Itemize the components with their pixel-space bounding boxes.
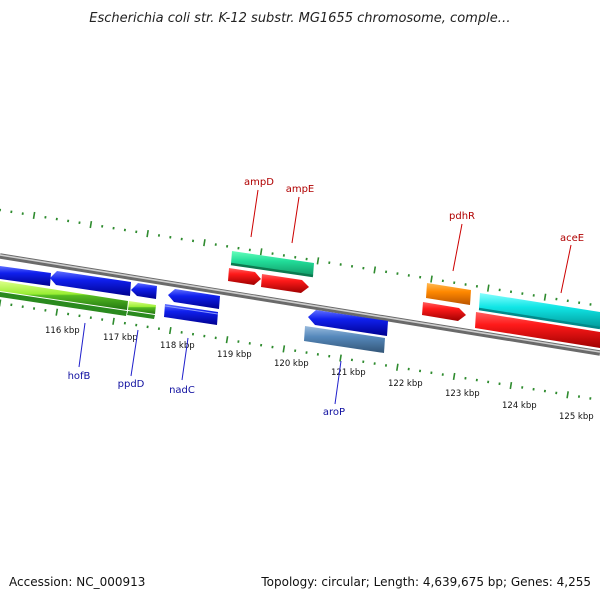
- gene-feature[interactable]: [127, 311, 155, 319]
- major-tick: [32, 211, 36, 220]
- major-tick: [89, 220, 93, 229]
- tick-label: 117 kbp: [103, 333, 138, 343]
- gene-feature[interactable]: [426, 283, 471, 305]
- gene-label-pdhR[interactable]: pdhR: [449, 211, 475, 222]
- tick-label: 125 kbp: [559, 412, 594, 422]
- cds-feature[interactable]: [475, 312, 600, 348]
- outer-tick-row: [0, 208, 592, 306]
- tick-label: 121 kbp: [331, 368, 366, 378]
- major-tick: [282, 345, 286, 353]
- gene-feature[interactable]: [479, 293, 600, 328]
- major-tick: [395, 363, 399, 371]
- gene-feature[interactable]: [231, 251, 314, 276]
- cds-feature[interactable]: [164, 304, 218, 325]
- bottom-gene-labels: hofB ppdD nadC aroP: [68, 322, 345, 418]
- tick-label: 122 kbp: [388, 379, 423, 389]
- gene-label-ampE[interactable]: ampE: [286, 184, 315, 195]
- inner-tick-row: [0, 299, 592, 400]
- major-tick: [373, 266, 377, 274]
- gene-feature[interactable]: [0, 292, 127, 316]
- major-tick: [543, 293, 547, 301]
- major-tick: [486, 284, 490, 292]
- axis-tick-labels: 116 kbp 117 kbp 118 kbp 119 kbp 120 kbp …: [45, 326, 594, 422]
- cds-feature[interactable]: [131, 283, 157, 299]
- tick-label: 124 kbp: [502, 401, 537, 411]
- gene-feature[interactable]: [128, 301, 156, 314]
- gene-label-nadC[interactable]: nadC: [169, 385, 195, 396]
- tick-label: 118 kbp: [160, 341, 195, 351]
- major-tick: [0, 299, 2, 307]
- cds-feature[interactable]: [0, 266, 51, 286]
- tick-label: 123 kbp: [445, 389, 480, 399]
- cds-feature[interactable]: [168, 289, 220, 309]
- major-tick: [566, 391, 569, 399]
- reverse-strand-features: [0, 266, 388, 353]
- major-tick: [259, 248, 263, 256]
- gene-feature[interactable]: [304, 326, 385, 353]
- cds-feature[interactable]: [308, 310, 388, 336]
- tick-label: 119 kbp: [217, 350, 252, 360]
- gene-label-ampD[interactable]: ampD: [244, 177, 274, 188]
- major-tick: [430, 275, 433, 283]
- major-tick: [509, 382, 513, 390]
- chromosome-backbone: [0, 253, 600, 356]
- major-tick: [112, 317, 115, 325]
- cds-feature[interactable]: [228, 268, 261, 285]
- cds-feature[interactable]: [261, 274, 309, 293]
- major-tick: [55, 308, 59, 316]
- major-tick: [146, 230, 149, 238]
- major-tick: [339, 354, 342, 362]
- cds-feature[interactable]: [422, 302, 466, 321]
- gene-label-aroP[interactable]: aroP: [323, 407, 345, 418]
- forward-strand-features: [228, 251, 600, 348]
- major-tick: [452, 372, 456, 380]
- gene-label-ppdD[interactable]: ppdD: [118, 379, 145, 390]
- gene-label-aceE[interactable]: aceE: [560, 233, 584, 244]
- summary-text: Topology: circular; Length: 4,639,675 bp…: [260, 575, 591, 589]
- accession-text: Accession: NC_000913: [9, 575, 145, 589]
- cds-feature[interactable]: [50, 271, 131, 296]
- map-title: Escherichia coli str. K-12 substr. MG165…: [89, 11, 510, 26]
- tick-label: 120 kbp: [274, 359, 309, 369]
- top-gene-labels: ampD ampE pdhR aceE: [244, 177, 584, 294]
- major-tick: [203, 239, 206, 247]
- gene-feature[interactable]: [0, 281, 128, 310]
- gene-label-hofB[interactable]: hofB: [68, 371, 91, 382]
- major-tick: [316, 257, 320, 265]
- tick-label: 116 kbp: [45, 326, 80, 336]
- major-tick: [168, 326, 172, 335]
- major-tick: [225, 336, 229, 344]
